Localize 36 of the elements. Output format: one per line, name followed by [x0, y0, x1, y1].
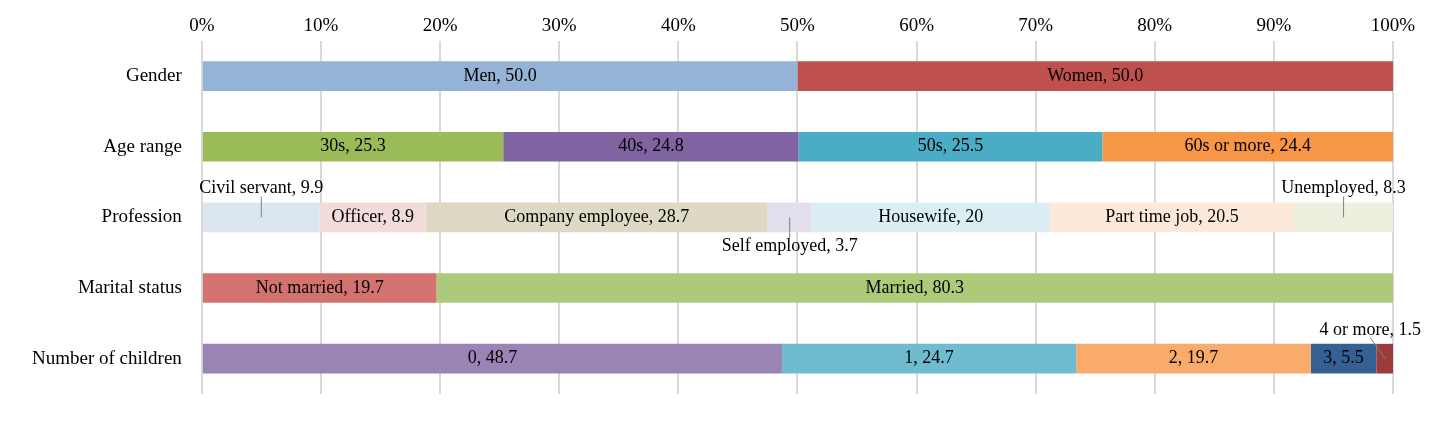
x-tick-label: 50%	[780, 14, 816, 36]
data-label: Not married, 19.7	[255, 276, 384, 297]
x-tick-label: 60%	[899, 14, 935, 36]
data-label: 4 or more, 1.5	[1319, 318, 1421, 339]
data-label: Self employed, 3.7	[721, 234, 858, 255]
y-tick-label: Marital status	[77, 276, 182, 298]
x-tick-label: 80%	[1137, 14, 1173, 36]
data-label: 60s or more, 24.4	[1184, 135, 1311, 156]
x-tick-label: 30%	[541, 14, 577, 36]
data-label: 50s, 25.5	[917, 135, 984, 156]
data-label: 40s, 24.8	[618, 135, 684, 156]
data-label: 0, 48.7	[467, 347, 518, 368]
data-label: 3, 5.5	[1323, 347, 1364, 368]
x-tick-label: 100%	[1370, 14, 1416, 36]
data-label: 30s, 25.3	[320, 135, 386, 156]
data-label: Women, 50.0	[1047, 64, 1144, 85]
y-tick-label: Number of children	[31, 346, 183, 368]
y-tick-label: Gender	[125, 64, 183, 86]
x-tick-label: 90%	[1256, 14, 1292, 36]
data-label: Officer, 8.9	[331, 206, 414, 227]
data-label: Unemployed, 8.3	[1281, 177, 1406, 198]
data-label: 1, 24.7	[904, 347, 954, 368]
data-label: 2, 19.7	[1168, 347, 1219, 368]
x-tick-label: 0%	[189, 14, 215, 36]
y-tick-label: Profession	[101, 205, 183, 227]
y-tick-label: Age range	[103, 134, 182, 156]
x-tick-label: 40%	[660, 14, 696, 36]
data-label: Housewife, 20	[878, 206, 984, 227]
data-label: Civil servant, 9.9	[199, 177, 324, 198]
data-label: Married, 80.3	[865, 276, 964, 297]
x-tick-label: 20%	[422, 14, 458, 36]
data-label: Men, 50.0	[463, 64, 537, 85]
data-label: Part time job, 20.5	[1105, 206, 1239, 227]
x-tick-label: 70%	[1018, 14, 1054, 36]
data-label: Company employee, 28.7	[504, 206, 690, 227]
x-tick-label: 10%	[303, 14, 339, 36]
